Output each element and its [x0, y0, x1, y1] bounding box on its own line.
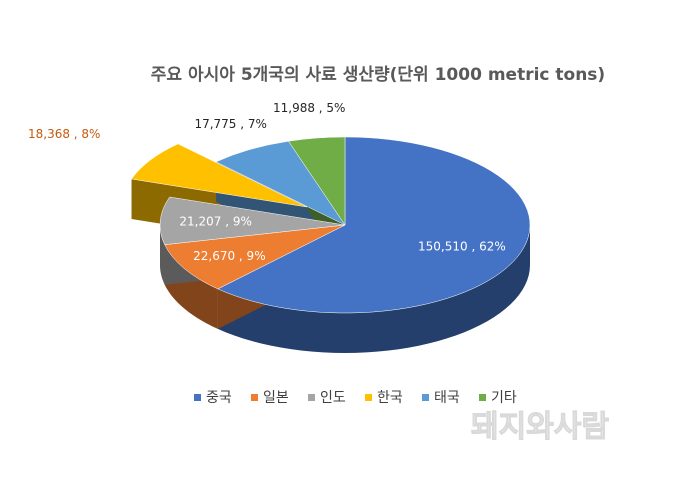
pie-slice [131, 143, 308, 208]
pie-slice [164, 224, 346, 290]
pie-slice [159, 196, 346, 245]
legend-label: 일본 [263, 390, 289, 406]
legend-label: 한국 [377, 390, 403, 406]
data-label: 21,207 , 9% [179, 214, 251, 228]
chart-title: 주요 아시아 5개국의 사료 생산량(단위 1000 metric tons) [151, 65, 605, 85]
watermark: 돼지와사람 [471, 410, 609, 445]
pie-slice [217, 136, 531, 314]
legend-swatch [365, 394, 372, 401]
data-labels: 150,510 , 62% 22,670 , 9% 21,207 , 9% 18,36… [28, 101, 506, 263]
legend: 중국 일본 인도 한국 태국 기타 [194, 390, 517, 406]
legend-label: 태국 [434, 390, 460, 406]
pie-slice [288, 136, 346, 226]
data-label: 22,670 , 9% [193, 249, 265, 263]
legend-swatch [479, 394, 486, 401]
pie-tops [131, 136, 531, 314]
legend-swatch [194, 394, 201, 401]
data-label: 17,775 , 7% [194, 117, 266, 131]
pie-side [217, 225, 530, 353]
legend-swatch [251, 394, 258, 401]
data-label: 11,988 , 5% [273, 101, 345, 115]
pie-side [160, 225, 165, 285]
legend-swatch [422, 394, 429, 401]
legend-label: 인도 [320, 390, 346, 406]
legend-swatch [308, 394, 315, 401]
legend-label: 중국 [206, 390, 232, 406]
legend-label: 기타 [491, 390, 517, 406]
data-label: 150,510 , 62% [418, 240, 506, 254]
data-label: 18,368 , 8% [28, 127, 100, 141]
